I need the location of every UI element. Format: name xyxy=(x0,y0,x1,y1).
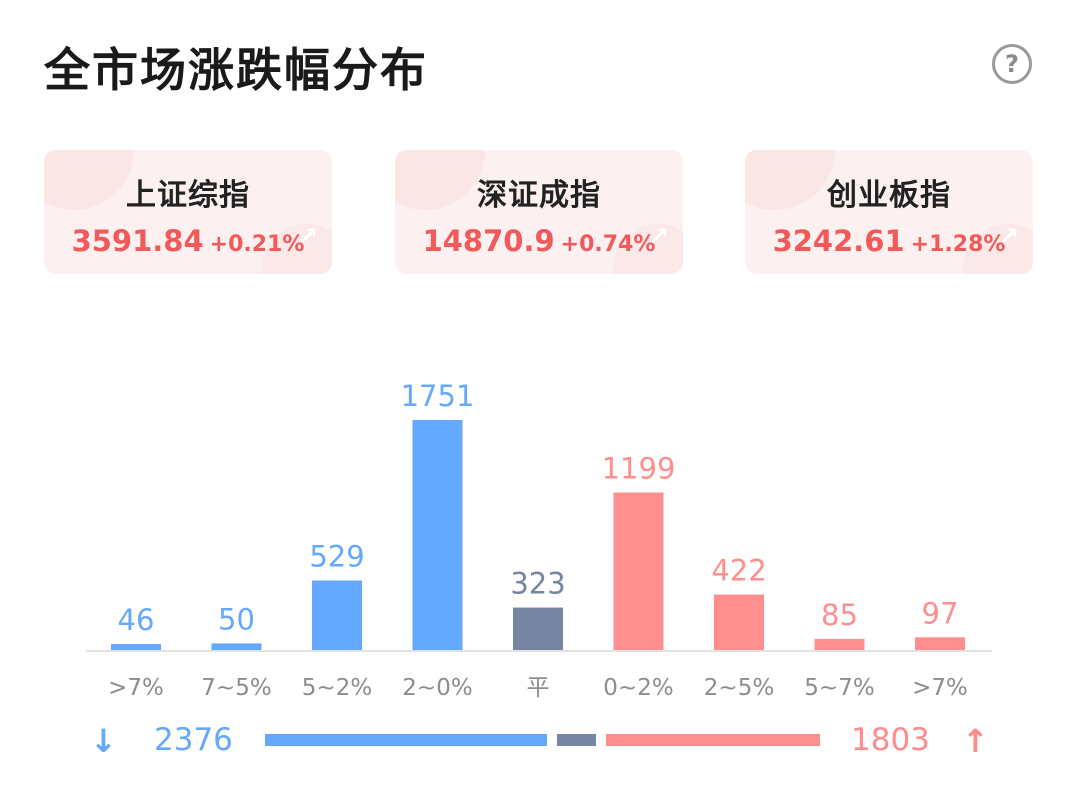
page-title: 全市场涨跌幅分布 xyxy=(44,43,428,97)
index-value: 3242.61 xyxy=(772,224,905,258)
index-change: +1.28% xyxy=(910,232,1006,257)
bar xyxy=(714,594,764,650)
index-card-shenzhen[interactable]: 深证成指 14870.9 +0.74% ↗ xyxy=(395,150,683,274)
flat-ratio-bar xyxy=(557,734,596,746)
x-tick-label: 2~5% xyxy=(704,675,774,701)
up-ratio-bar xyxy=(605,734,820,746)
bar xyxy=(613,492,664,650)
x-tick-label: 5~2% xyxy=(302,675,372,701)
trend-up-arrow-icon: ↗ xyxy=(998,222,1019,250)
down-ratio-bar xyxy=(265,734,548,746)
index-name: 创业板指 xyxy=(827,178,951,213)
bar-value-label: 85 xyxy=(821,598,858,632)
index-change: +0.21% xyxy=(209,232,305,257)
bar xyxy=(312,580,362,650)
bar xyxy=(814,638,865,650)
x-tick-label: >7% xyxy=(108,675,164,701)
bar-value-label: 1751 xyxy=(401,379,475,413)
help-icon[interactable]: ? xyxy=(992,44,1032,84)
bar-value-label: 46 xyxy=(118,603,155,637)
index-name: 深证成指 xyxy=(477,178,601,213)
trend-up-arrow-icon: ↗ xyxy=(648,222,669,250)
index-value: 14870.9 xyxy=(422,224,555,258)
bar-value-label: 422 xyxy=(711,554,766,588)
index-card-chinext[interactable]: 创业板指 3242.61 +1.28% ↗ xyxy=(745,150,1033,274)
trend-up-arrow-icon: ↗ xyxy=(297,222,318,250)
index-name: 上证综指 xyxy=(126,178,250,213)
up-down-summary: ↓ 2376 1803 ↑ xyxy=(0,720,1080,760)
x-tick-label: >7% xyxy=(912,675,968,701)
bar-value-label: 323 xyxy=(510,567,565,601)
bar-value-label: 50 xyxy=(218,602,255,636)
bar xyxy=(915,637,965,650)
x-tick-label: 7~5% xyxy=(201,675,271,701)
index-value: 3591.84 xyxy=(71,224,204,258)
bar-value-label: 529 xyxy=(309,540,364,574)
x-tick-label: 2~0% xyxy=(402,675,472,701)
down-total: 2376 xyxy=(154,722,233,758)
index-card-shanghai[interactable]: 上证综指 3591.84 +0.21% ↗ xyxy=(44,150,332,274)
bar xyxy=(412,420,463,650)
bar-value-label: 1199 xyxy=(602,452,676,486)
index-change: +0.74% xyxy=(560,232,656,257)
x-tick-label: 平 xyxy=(527,675,550,701)
bar xyxy=(513,607,563,650)
bar-value-label: 97 xyxy=(922,596,959,630)
up-arrow-icon: ↑ xyxy=(962,722,989,760)
distribution-bar-chart: 46 >7% 50 7~5% 529 5~2% 1751 2~0% 323 平 1199 0~2% 42… xyxy=(86,379,992,701)
up-total: 1803 xyxy=(851,722,930,758)
bar xyxy=(211,643,262,650)
down-arrow-icon: ↓ xyxy=(90,722,117,760)
bar xyxy=(111,643,161,650)
x-tick-label: 0~2% xyxy=(603,675,673,701)
x-tick-label: 5~7% xyxy=(804,675,874,701)
